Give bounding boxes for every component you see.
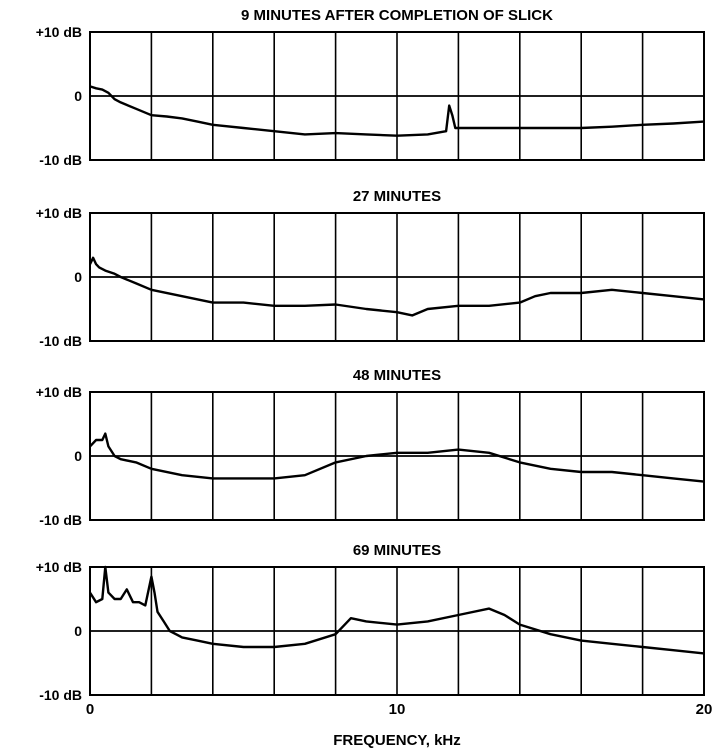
spectrum-series-line [89, 432, 705, 483]
y-tick-label: 0 [74, 448, 82, 464]
y-tick-label: +10 dB [36, 384, 82, 400]
panel-title: 69 MINUTES [353, 542, 441, 559]
x-tick-label: 20 [696, 701, 713, 718]
panel-title: 9 MINUTES AFTER COMPLETION OF SLICK [241, 7, 553, 24]
y-tick-label: 0 [74, 623, 82, 639]
y-tick-label: 0 [74, 269, 82, 285]
spectrum-series-line [89, 85, 705, 137]
x-tick-label: 10 [389, 701, 406, 718]
spectrum-series-line [88, 256, 705, 317]
y-tick-label: -10 dB [39, 512, 82, 528]
y-tick-label: -10 dB [39, 152, 82, 168]
x-axis-label: FREQUENCY, kHz [333, 732, 461, 749]
y-tick-label: +10 dB [36, 559, 82, 575]
plot-frame [89, 391, 705, 521]
y-tick-label: 0 [74, 88, 82, 104]
y-tick-label: +10 dB [36, 205, 82, 221]
x-tick-label: 0 [86, 701, 94, 718]
spectrum-series-line [88, 565, 705, 655]
panel-title: 48 MINUTES [353, 367, 441, 384]
plot-frame [89, 212, 705, 342]
y-tick-label: -10 dB [39, 687, 82, 703]
plot-frame [89, 566, 705, 696]
y-tick-label: -10 dB [39, 333, 82, 349]
y-tick-label: +10 dB [36, 24, 82, 40]
plot-frame [89, 31, 705, 161]
panel-title: 27 MINUTES [353, 188, 441, 205]
